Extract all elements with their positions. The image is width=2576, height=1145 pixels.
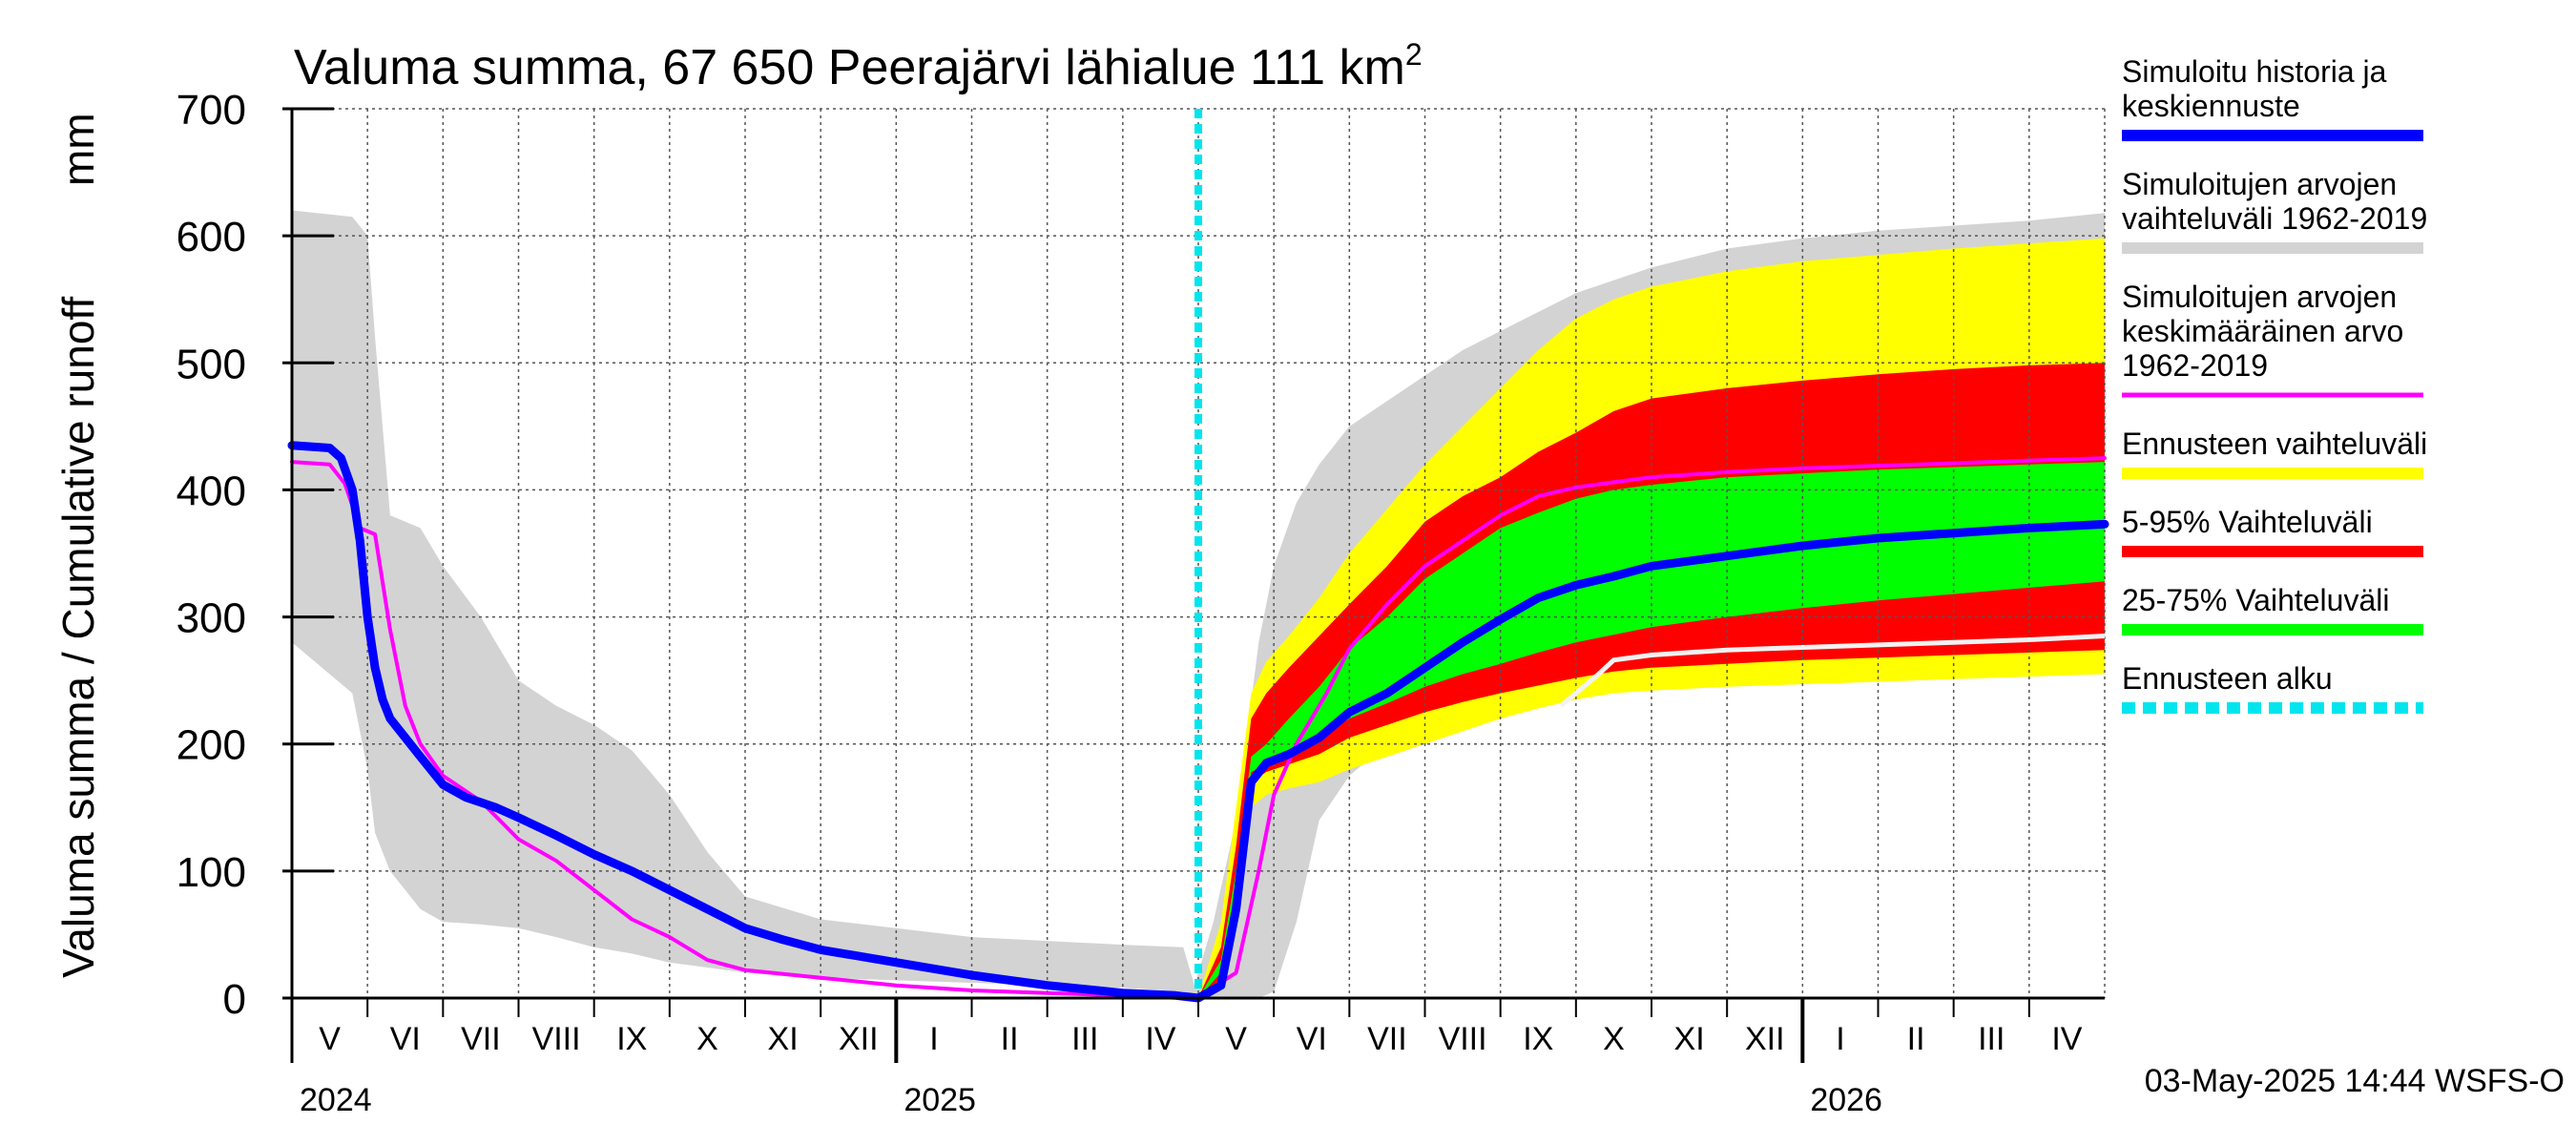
month-label-8: I	[929, 1021, 938, 1057]
month-label-19: XII	[1745, 1021, 1785, 1057]
legend-text-0-0: Simuloitu historia ja	[2122, 54, 2387, 89]
y-tick-label-700: 700	[177, 87, 246, 134]
y-tick-label-0: 0	[223, 976, 246, 1023]
chart-title: Valuma summa, 67 650 Peerajärvi lähialue…	[294, 37, 1423, 95]
grid-layer	[292, 108, 2106, 998]
legend-text-2-2: 1962-2019	[2122, 348, 2268, 383]
y-tick-label-600: 600	[177, 214, 246, 260]
month-label-20: I	[1836, 1021, 1844, 1057]
legend-text-6-0: Ennusteen alku	[2122, 661, 2333, 696]
y-tick-label-300: 300	[177, 595, 246, 642]
month-label-4: IX	[616, 1021, 647, 1057]
footer-timestamp: 03-May-2025 14:44 WSFS-O	[2145, 1063, 2565, 1099]
month-label-23: IV	[2051, 1021, 2082, 1057]
month-label-16: IX	[1523, 1021, 1553, 1057]
y-tick-label-100: 100	[177, 849, 246, 896]
month-label-22: III	[1978, 1021, 2005, 1057]
band-25-75-vaihteluv-li	[1198, 462, 2105, 999]
month-label-21: II	[1907, 1021, 1925, 1057]
month-label-1: VI	[390, 1021, 421, 1057]
legend-text-5-0: 25-75% Vaihteluväli	[2122, 583, 2389, 617]
month-label-5: X	[696, 1021, 718, 1057]
legend-text-2-1: keskimääräinen arvo	[2122, 314, 2403, 348]
month-label-13: VI	[1297, 1021, 1327, 1057]
month-label-18: XI	[1674, 1021, 1705, 1057]
year-label-2026: 2026	[1810, 1082, 1882, 1118]
month-label-6: XI	[768, 1021, 799, 1057]
lines-layer	[287, 109, 2109, 1003]
legend-text-1-1: vaihteluväli 1962-2019	[2122, 201, 2427, 236]
legend-text-1-0: Simuloitujen arvojen	[2122, 167, 2397, 201]
y-tick-label-500: 500	[177, 341, 246, 387]
y-axis-unit: mm	[53, 113, 103, 186]
month-label-3: VIII	[532, 1021, 581, 1057]
month-label-12: V	[1225, 1021, 1247, 1057]
month-label-11: IV	[1145, 1021, 1175, 1057]
month-label-9: II	[1001, 1021, 1019, 1057]
legend-text-4-0: 5-95% Vaihteluväli	[2122, 505, 2373, 539]
legend-text-3-0: Ennusteen vaihteluväli	[2122, 427, 2427, 461]
year-label-2025: 2025	[904, 1082, 976, 1118]
month-label-17: X	[1603, 1021, 1625, 1057]
month-label-7: XII	[839, 1021, 879, 1057]
y-axis-label: Valuma summa / Cumulative runoff	[53, 297, 103, 978]
month-label-2: VII	[461, 1021, 501, 1057]
y-tick-label-400: 400	[177, 468, 246, 514]
month-label-0: V	[319, 1021, 341, 1057]
y-tick-label-200: 200	[177, 722, 246, 769]
line-simuloitu-historia-ja-keskiennuste	[287, 441, 2109, 1003]
legend-text-0-1: keskiennuste	[2122, 89, 2300, 123]
month-label-14: VII	[1367, 1021, 1407, 1057]
line-forecast-lower-trace	[1559, 634, 2106, 708]
month-label-10: III	[1071, 1021, 1098, 1057]
month-label-15: VIII	[1439, 1021, 1487, 1057]
legend-text-2-0: Simuloitujen arvojen	[2122, 280, 2397, 314]
year-label-2024: 2024	[300, 1082, 372, 1118]
